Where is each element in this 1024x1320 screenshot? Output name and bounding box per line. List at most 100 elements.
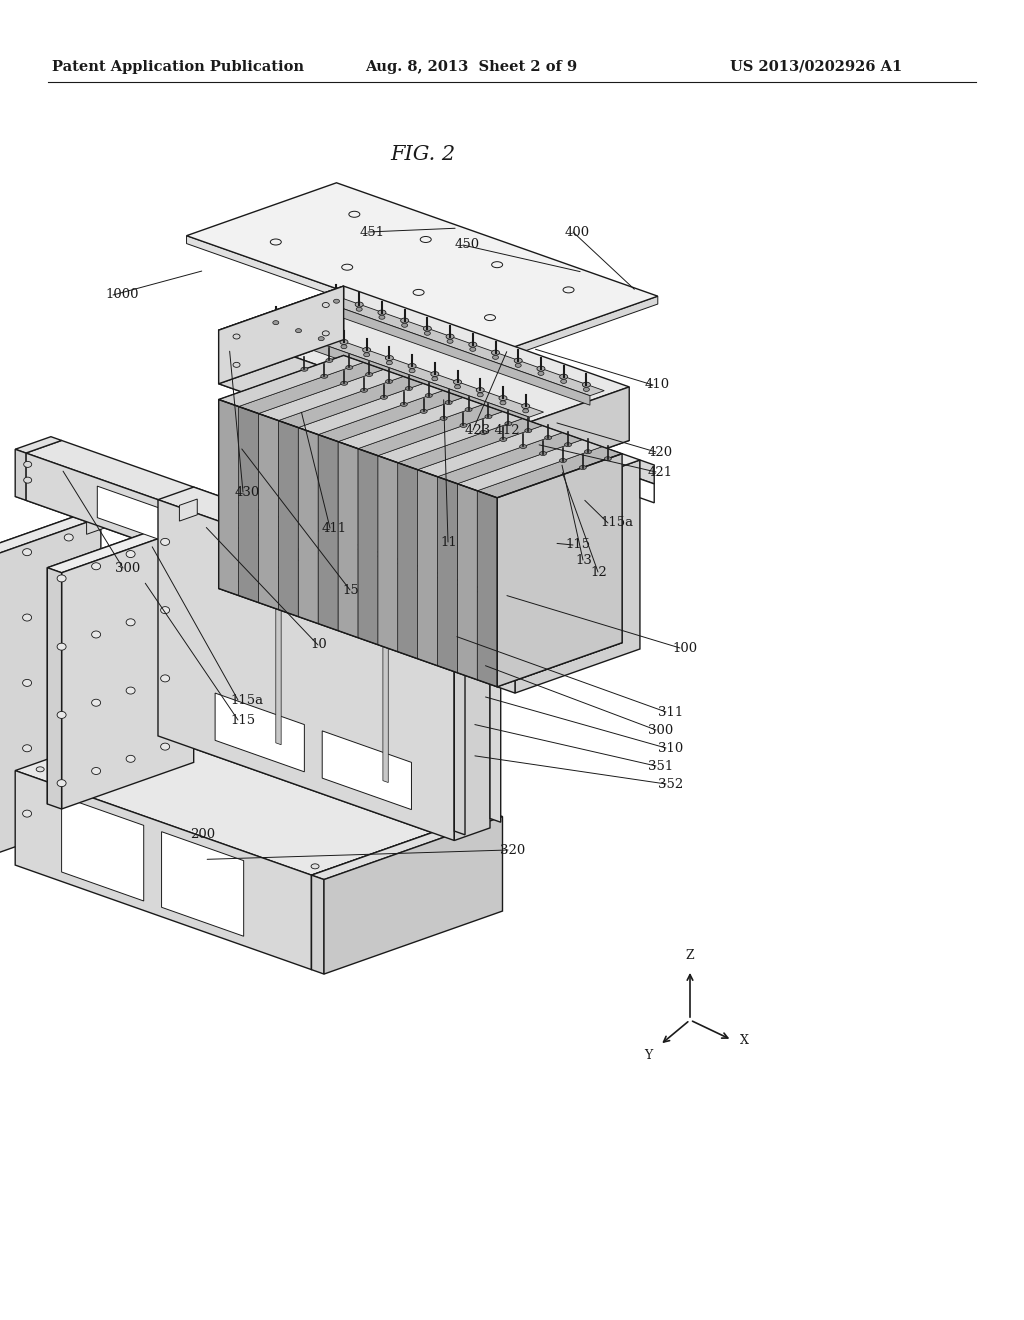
Ellipse shape — [333, 294, 341, 300]
Ellipse shape — [24, 462, 32, 467]
Ellipse shape — [378, 310, 386, 315]
Ellipse shape — [538, 371, 544, 375]
Polygon shape — [338, 442, 358, 638]
Ellipse shape — [318, 337, 325, 341]
Polygon shape — [219, 400, 239, 595]
Ellipse shape — [91, 767, 100, 775]
Text: 352: 352 — [658, 777, 683, 791]
Ellipse shape — [603, 628, 612, 635]
Ellipse shape — [583, 383, 591, 387]
Ellipse shape — [126, 686, 135, 694]
Polygon shape — [258, 321, 529, 426]
Ellipse shape — [559, 458, 566, 462]
Text: 300: 300 — [115, 561, 140, 574]
Polygon shape — [358, 449, 378, 644]
Text: 351: 351 — [648, 759, 673, 772]
Polygon shape — [162, 832, 244, 936]
Polygon shape — [97, 486, 176, 545]
Text: 115: 115 — [565, 539, 590, 552]
Ellipse shape — [401, 323, 408, 327]
Polygon shape — [158, 487, 490, 605]
Ellipse shape — [161, 539, 170, 545]
Polygon shape — [15, 449, 26, 500]
Polygon shape — [219, 286, 344, 384]
Ellipse shape — [233, 363, 240, 367]
Ellipse shape — [522, 409, 528, 413]
Ellipse shape — [295, 323, 302, 329]
Polygon shape — [318, 391, 463, 442]
Ellipse shape — [91, 700, 100, 706]
Polygon shape — [311, 812, 490, 970]
Ellipse shape — [584, 388, 590, 392]
Polygon shape — [458, 483, 477, 680]
Ellipse shape — [420, 409, 427, 413]
Ellipse shape — [555, 645, 564, 652]
Ellipse shape — [492, 261, 503, 268]
Polygon shape — [0, 512, 101, 574]
Ellipse shape — [507, 506, 516, 512]
Ellipse shape — [470, 347, 476, 351]
Text: X: X — [740, 1034, 749, 1047]
Polygon shape — [490, 601, 501, 822]
Ellipse shape — [65, 665, 74, 672]
Polygon shape — [215, 693, 304, 772]
Polygon shape — [311, 875, 324, 974]
Ellipse shape — [341, 381, 347, 385]
Polygon shape — [108, 504, 122, 532]
Polygon shape — [279, 421, 298, 616]
Ellipse shape — [57, 643, 67, 651]
Ellipse shape — [65, 796, 74, 803]
Ellipse shape — [186, 714, 195, 719]
Polygon shape — [338, 397, 483, 449]
Ellipse shape — [23, 680, 32, 686]
Polygon shape — [15, 708, 490, 875]
Ellipse shape — [524, 429, 531, 433]
Polygon shape — [15, 484, 61, 500]
Ellipse shape — [381, 396, 387, 400]
Ellipse shape — [323, 302, 330, 308]
Ellipse shape — [563, 286, 574, 293]
Text: US 2013/0202926 A1: US 2013/0202926 A1 — [730, 59, 902, 74]
Polygon shape — [437, 477, 458, 673]
Ellipse shape — [341, 345, 347, 348]
Ellipse shape — [57, 576, 67, 582]
Ellipse shape — [271, 315, 280, 321]
Ellipse shape — [410, 368, 415, 372]
Ellipse shape — [431, 371, 439, 376]
Polygon shape — [397, 418, 543, 470]
Polygon shape — [69, 812, 87, 833]
Polygon shape — [0, 517, 101, 874]
Ellipse shape — [126, 619, 135, 626]
Ellipse shape — [323, 331, 330, 335]
Ellipse shape — [492, 350, 500, 355]
Ellipse shape — [423, 326, 431, 331]
Ellipse shape — [23, 614, 32, 620]
Ellipse shape — [499, 396, 507, 400]
Ellipse shape — [400, 403, 408, 407]
Ellipse shape — [564, 442, 571, 446]
Text: Aug. 8, 2013  Sheet 2 of 9: Aug. 8, 2013 Sheet 2 of 9 — [365, 59, 578, 74]
Ellipse shape — [126, 755, 135, 763]
Polygon shape — [47, 521, 179, 804]
Text: 310: 310 — [658, 742, 683, 755]
Polygon shape — [186, 236, 508, 356]
Ellipse shape — [603, 471, 612, 478]
Ellipse shape — [65, 730, 74, 737]
Ellipse shape — [519, 445, 526, 449]
Text: 13: 13 — [575, 553, 592, 566]
Ellipse shape — [460, 424, 467, 428]
Ellipse shape — [521, 404, 529, 409]
Polygon shape — [443, 601, 455, 652]
Ellipse shape — [340, 339, 348, 345]
Text: 15: 15 — [342, 583, 358, 597]
Ellipse shape — [296, 329, 301, 333]
Polygon shape — [61, 527, 194, 809]
Ellipse shape — [545, 436, 552, 440]
Polygon shape — [239, 363, 383, 413]
Ellipse shape — [420, 236, 431, 243]
Polygon shape — [418, 425, 562, 477]
Ellipse shape — [386, 360, 392, 364]
Ellipse shape — [603, 576, 612, 583]
Ellipse shape — [360, 388, 368, 392]
Ellipse shape — [465, 408, 472, 412]
